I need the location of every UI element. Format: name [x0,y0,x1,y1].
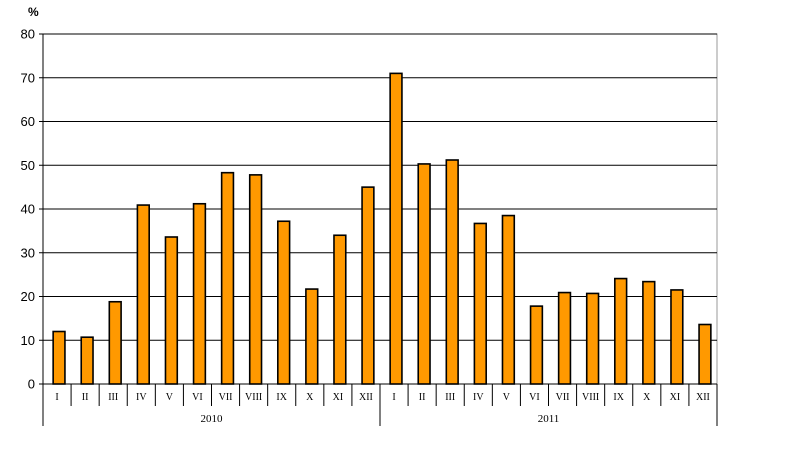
bar [473,222,487,385]
x-tick-label: VIII [582,392,599,403]
bar [277,220,291,385]
x-tick-label: IX [276,392,287,403]
x-tick-label: XII [696,392,710,403]
y-tick-label: 40 [21,202,35,217]
x-tick-label: XI [670,392,681,403]
bar [529,305,544,385]
x-tick-label: VII [556,392,570,403]
x-tick-label: IV [473,392,484,403]
x-tick-label: X [643,392,651,403]
bar [670,289,684,385]
bar [52,330,66,385]
x-tick-label: IV [136,392,147,403]
bar [220,171,235,385]
x-tick-label: III [108,392,118,403]
x-tick-label: V [166,392,174,403]
x-tick-label: IX [613,392,624,403]
y-tick-label: 0 [28,377,35,392]
x-tick-label: VI [529,392,540,403]
y-tick-label: 10 [21,333,35,348]
y-tick-label: 20 [21,289,35,304]
x-tick-label: XI [333,392,344,403]
x-tick-label: I [392,392,395,403]
x-tick-label: II [82,392,89,403]
bar [642,280,656,385]
bar [501,214,516,385]
y-axis-unit-label: % [28,5,39,19]
bar [108,300,122,385]
bar [164,236,179,385]
group-label: 2011 [538,413,560,425]
x-tick-label: XII [359,392,373,403]
x-tick-label: VI [192,392,203,403]
y-tick-label: 50 [21,158,35,173]
bar [361,186,375,385]
y-tick-label: 70 [21,70,35,85]
bars [52,72,712,385]
x-tick-label: V [503,392,511,403]
y-tick-label: 30 [21,245,35,260]
bar [192,202,207,385]
bar [585,292,600,385]
bar [417,163,431,385]
y-axis: 0 10 20 30 40 50 60 70 80 [21,27,44,392]
x-tick-label: II [419,392,426,403]
y-tick-label: 80 [21,27,35,42]
bar [614,277,628,385]
x-tick-label: I [55,392,58,403]
x-axis: I II III IV V VI VII VIII IX X XI XII I II III IV V VI VII… [42,383,718,426]
x-tick-label: III [445,392,455,403]
bar [248,174,263,385]
bar [557,291,572,385]
x-tick-label: X [306,392,314,403]
x-tick-label: VIII [245,392,262,403]
bar [389,72,403,385]
bar [333,234,347,385]
x-tick-label: VII [219,392,233,403]
group-label: 2010 [201,413,224,425]
bar [305,288,319,385]
bar [80,336,94,385]
y-tick-label: 60 [21,114,35,129]
bar [136,204,150,385]
bar [698,323,712,385]
bar [445,159,459,385]
